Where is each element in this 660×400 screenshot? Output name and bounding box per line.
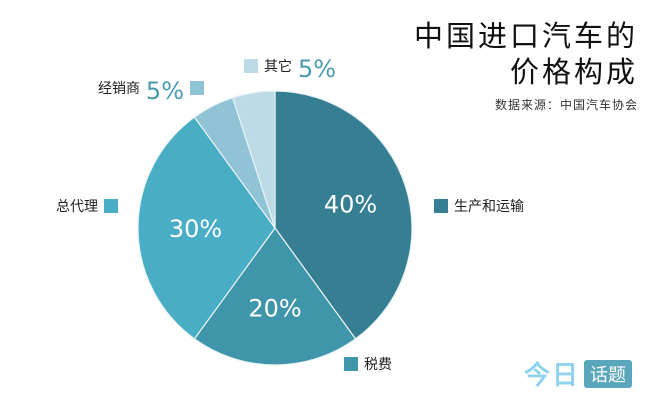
pie-slice-0 [274,90,413,340]
title-line-2: 价格构成 [509,55,638,89]
slice-percent-label: 40% [324,190,377,218]
legend-swatch [244,59,258,73]
today-topic-logo: 今日 话题 [524,355,633,392]
source-note: 数据来源：中国汽车协会 [494,98,638,112]
slice-percent-label: 30% [169,215,222,243]
slice-category-label: 总代理 [56,199,98,215]
logo-text-left: 今日 [524,361,581,391]
slice-category-label: 经销商 [98,81,140,97]
legend-swatch [190,81,204,95]
pie-slice-2 [137,116,276,340]
slice-percent-label: 5% [146,77,184,105]
slice-percent-label: 20% [248,294,301,322]
legend-swatch [104,199,118,213]
slice-percent-label: 5% [298,55,336,83]
legend-swatch [344,357,358,371]
pie-slice-4 [231,90,276,229]
chart-title: 中国进口汽车的 价格构成 [414,18,638,90]
legend-swatch [434,199,448,213]
slice-category-label: 其它 [264,58,292,75]
slice-category-label: 生产和运输 [454,199,524,215]
logo-text-right: 话题 [584,359,633,388]
pie-slice-1 [193,226,357,366]
slice-category-label: 税费 [364,357,392,373]
title-line-1: 中国进口汽车的 [413,19,638,53]
